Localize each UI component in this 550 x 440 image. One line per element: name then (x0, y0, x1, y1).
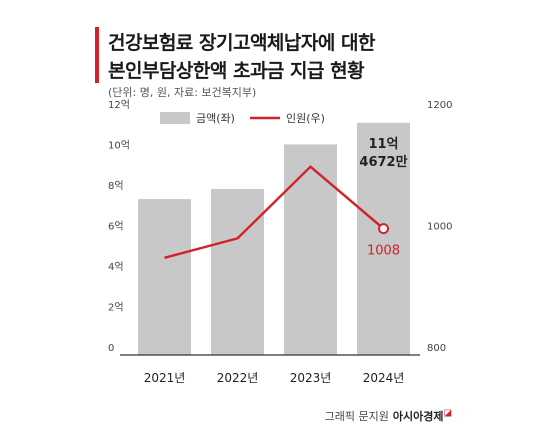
line-series (164, 165, 385, 259)
chart-title-line-2: 본인부담상한액 초과금 지급 현황 (108, 60, 365, 82)
bar (211, 188, 264, 355)
bar (357, 122, 410, 355)
category-label: 2024년 (363, 371, 405, 385)
line-value-label: 1008 (367, 244, 400, 259)
left-axis-tick-label: 12억 (108, 99, 130, 111)
left-axis-tick-label: 2억 (108, 302, 124, 314)
legend-line-label: 인원(우) (286, 112, 325, 125)
left-axis-tick-label: 10억 (108, 140, 130, 152)
legend-bar-label: 금액(좌) (196, 112, 235, 125)
line-point-2024 (378, 223, 389, 235)
bar-value-label-line-2: 4672만 (359, 154, 407, 170)
chart-title-line-1: 건강보험료 장기고액체납자에 대한 (108, 32, 375, 54)
left-axis-tick-label: 4억 (108, 261, 124, 273)
credit: 그래픽 문지원 아시아경제◪ (325, 408, 452, 424)
brand-logo: 아시아경제 (392, 410, 444, 423)
category-label: 2021년 (144, 371, 186, 385)
brand-mark-icon: ◪ (443, 408, 452, 419)
right-axis-tick-label: 1000 (427, 222, 452, 233)
left-axis-tick-label: 6억 (108, 221, 124, 233)
category-label: 2022년 (217, 371, 259, 385)
title-accent-bar (95, 27, 99, 83)
bar (284, 144, 337, 355)
left-axis-tick-label: 0 (108, 343, 114, 354)
credit-text: 그래픽 문지원 (324, 410, 389, 423)
category-label: 2023년 (290, 371, 332, 385)
bar (138, 199, 191, 355)
left-axis-tick-label: 8억 (108, 180, 124, 192)
right-axis-tick-label: 800 (427, 343, 446, 354)
chart-subtitle: (단위: 명, 원, 자료: 보건복지부) (108, 86, 257, 99)
legend-bar-swatch (160, 112, 190, 124)
bar-value-label-line-1: 11억 (368, 137, 398, 152)
right-axis-tick-label: 1200 (427, 100, 452, 111)
